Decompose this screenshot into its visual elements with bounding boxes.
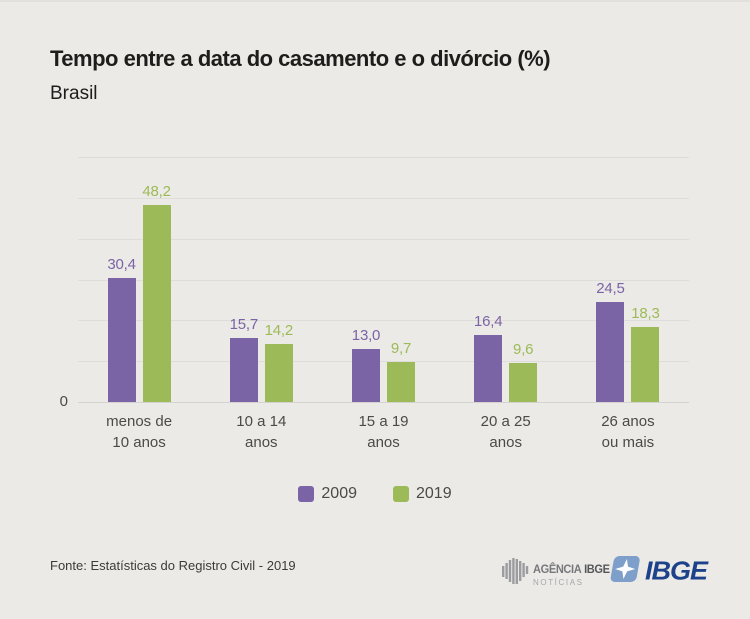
bar-2019-cat4: [631, 327, 660, 402]
bar-2019-cat2: [387, 362, 415, 402]
agencia-ibge-word: IBGE: [584, 561, 610, 576]
legend-label-2009: 2009: [321, 485, 357, 502]
bar-2009-cat1: [229, 337, 258, 402]
gridline-10: [78, 361, 689, 363]
agencia-logo-line1: AGÊNCIA IBGE: [533, 562, 610, 576]
bar-2019-cat0: [142, 205, 171, 402]
source-note: Fonte: Estatísticas do Registro Civil - …: [50, 558, 296, 573]
chart-title: Tempo entre a data do casamento e o divó…: [50, 46, 551, 71]
ibge-compass-icon: [609, 553, 642, 590]
agencia-word: AGÊNCIA: [533, 561, 582, 576]
agencia-ibge-noticias-logo: AGÊNCIA IBGE NOTÍCIAS: [502, 557, 616, 591]
chart-legend: 2009 2019: [0, 485, 750, 503]
bar-2009-cat0: [107, 277, 136, 402]
gridline-0: [78, 402, 689, 403]
value-label-2009-cat4: 24,5: [596, 279, 625, 297]
gridline-20: [78, 320, 689, 322]
category-label-3: 20 a 25 anos: [480, 413, 531, 451]
gridline-60: [78, 157, 689, 158]
value-label-2019-cat2: 9,7: [390, 340, 412, 358]
bar-2019-cat1: [264, 344, 293, 402]
value-label-2009-cat3: 16,4: [473, 313, 503, 331]
ibge-logo: IBGE: [609, 553, 708, 590]
legend-swatch-2009: [298, 486, 315, 502]
legend-label-2019: 2019: [416, 485, 452, 502]
bar-2009-cat4: [596, 301, 625, 402]
bar-2019-cat3: [509, 362, 538, 402]
value-label-2009-cat0: 30,4: [107, 255, 136, 273]
gridline-40: [78, 238, 689, 240]
gridline-30: [78, 279, 689, 281]
agencia-logo-text: AGÊNCIA IBGE NOTÍCIAS: [533, 562, 616, 587]
value-label-2019-cat0: 48,2: [142, 183, 171, 201]
category-label-0: menos de 10 anos: [106, 413, 173, 451]
bar-2009-cat2: [352, 348, 380, 402]
category-label-2: 15 a 19 anos: [358, 413, 409, 451]
bar-2009-cat3: [474, 335, 503, 402]
value-label-2009-cat2: 13,0: [351, 326, 381, 344]
value-label-2009-cat1: 15,7: [229, 315, 259, 333]
category-label-4: 26 anos ou mais: [601, 413, 655, 451]
category-label-1: 10 a 14 anos: [236, 413, 287, 451]
value-label-2019-cat4: 18,3: [631, 305, 660, 323]
legend-item-2019: 2019: [393, 485, 452, 503]
value-label-2019-cat3: 9,6: [513, 340, 534, 358]
brazil-map-icon: [502, 557, 529, 591]
legend-swatch-2019: [393, 486, 409, 502]
ibge-logo-text: IBGE: [645, 556, 708, 586]
gridline-50: [78, 197, 689, 199]
chart-subtitle: Brasil: [50, 83, 98, 104]
value-label-2019-cat1: 14,2: [264, 322, 294, 340]
legend-item-2009: 2009: [298, 485, 357, 503]
y-axis-zero-label: 0: [59, 393, 68, 410]
agencia-logo-line2: NOTÍCIAS: [533, 577, 584, 587]
